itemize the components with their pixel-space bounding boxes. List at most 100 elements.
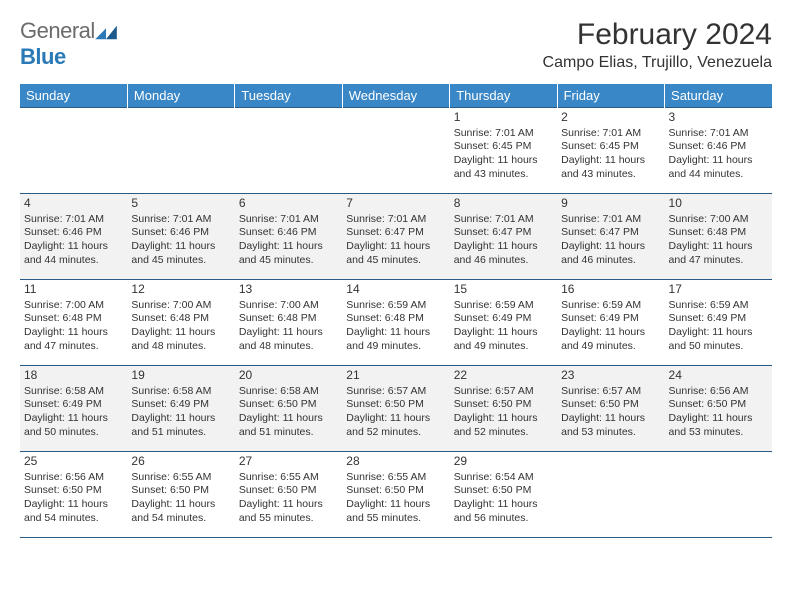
daylight-line: Daylight: 11 hours and 48 minutes. (239, 326, 338, 353)
day-cell: 22Sunrise: 6:57 AMSunset: 6:50 PMDayligh… (450, 366, 557, 452)
daylight-line: Daylight: 11 hours and 43 minutes. (561, 154, 660, 181)
weekday-header: Thursday (450, 84, 557, 108)
daylight-line: Daylight: 11 hours and 50 minutes. (24, 412, 123, 439)
day-number: 8 (454, 196, 553, 213)
day-cell: 13Sunrise: 7:00 AMSunset: 6:48 PMDayligh… (235, 280, 342, 366)
day-cell: 15Sunrise: 6:59 AMSunset: 6:49 PMDayligh… (450, 280, 557, 366)
weekday-header: Saturday (665, 84, 772, 108)
brand-word-2: Blue (20, 44, 66, 69)
week-row: 25Sunrise: 6:56 AMSunset: 6:50 PMDayligh… (20, 452, 772, 538)
daylight-line: Daylight: 11 hours and 49 minutes. (561, 326, 660, 353)
sunrise-line: Sunrise: 6:57 AM (561, 385, 660, 399)
calendar-table: Sunday Monday Tuesday Wednesday Thursday… (20, 84, 772, 538)
sunset-line: Sunset: 6:47 PM (346, 226, 445, 240)
day-cell: 6Sunrise: 7:01 AMSunset: 6:46 PMDaylight… (235, 194, 342, 280)
daylight-line: Daylight: 11 hours and 45 minutes. (346, 240, 445, 267)
weekday-header: Sunday (20, 84, 127, 108)
sunset-line: Sunset: 6:49 PM (561, 312, 660, 326)
sunrise-line: Sunrise: 7:00 AM (239, 299, 338, 313)
day-cell: 17Sunrise: 6:59 AMSunset: 6:49 PMDayligh… (665, 280, 772, 366)
week-row: 4Sunrise: 7:01 AMSunset: 6:46 PMDaylight… (20, 194, 772, 280)
sunrise-line: Sunrise: 7:01 AM (131, 213, 230, 227)
sunrise-line: Sunrise: 6:57 AM (346, 385, 445, 399)
sunset-line: Sunset: 6:50 PM (24, 484, 123, 498)
day-number: 10 (669, 196, 768, 213)
brand-word-1: General (20, 18, 95, 43)
daylight-line: Daylight: 11 hours and 43 minutes. (454, 154, 553, 181)
sunset-line: Sunset: 6:48 PM (24, 312, 123, 326)
daylight-line: Daylight: 11 hours and 46 minutes. (561, 240, 660, 267)
page-header: General Blue February 2024 Campo Elias, … (20, 18, 772, 72)
day-cell (557, 452, 664, 538)
sunrise-line: Sunrise: 6:59 AM (346, 299, 445, 313)
daylight-line: Daylight: 11 hours and 52 minutes. (454, 412, 553, 439)
sunset-line: Sunset: 6:49 PM (24, 398, 123, 412)
sunset-line: Sunset: 6:50 PM (346, 398, 445, 412)
sunrise-line: Sunrise: 7:01 AM (561, 127, 660, 141)
sunrise-line: Sunrise: 6:58 AM (24, 385, 123, 399)
sunset-line: Sunset: 6:46 PM (24, 226, 123, 240)
day-cell: 2Sunrise: 7:01 AMSunset: 6:45 PMDaylight… (557, 108, 664, 194)
day-number: 1 (454, 110, 553, 127)
daylight-line: Daylight: 11 hours and 56 minutes. (454, 498, 553, 525)
daylight-line: Daylight: 11 hours and 44 minutes. (669, 154, 768, 181)
sunrise-line: Sunrise: 7:01 AM (239, 213, 338, 227)
sunset-line: Sunset: 6:50 PM (454, 484, 553, 498)
sunset-line: Sunset: 6:50 PM (131, 484, 230, 498)
day-number: 19 (131, 368, 230, 385)
day-number: 25 (24, 454, 123, 471)
weekday-header: Wednesday (342, 84, 449, 108)
daylight-line: Daylight: 11 hours and 55 minutes. (239, 498, 338, 525)
sunset-line: Sunset: 6:48 PM (239, 312, 338, 326)
sunrise-line: Sunrise: 6:55 AM (346, 471, 445, 485)
day-number: 23 (561, 368, 660, 385)
day-number: 6 (239, 196, 338, 213)
month-title: February 2024 (543, 18, 772, 52)
sunset-line: Sunset: 6:50 PM (454, 398, 553, 412)
daylight-line: Daylight: 11 hours and 44 minutes. (24, 240, 123, 267)
day-cell: 27Sunrise: 6:55 AMSunset: 6:50 PMDayligh… (235, 452, 342, 538)
day-cell (665, 452, 772, 538)
sunrise-line: Sunrise: 7:01 AM (24, 213, 123, 227)
day-cell: 20Sunrise: 6:58 AMSunset: 6:50 PMDayligh… (235, 366, 342, 452)
day-number: 4 (24, 196, 123, 213)
day-number: 5 (131, 196, 230, 213)
day-cell: 1Sunrise: 7:01 AMSunset: 6:45 PMDaylight… (450, 108, 557, 194)
sunrise-line: Sunrise: 7:01 AM (561, 213, 660, 227)
sunset-line: Sunset: 6:46 PM (669, 140, 768, 154)
sunrise-line: Sunrise: 7:00 AM (24, 299, 123, 313)
day-cell: 18Sunrise: 6:58 AMSunset: 6:49 PMDayligh… (20, 366, 127, 452)
sunrise-line: Sunrise: 7:01 AM (669, 127, 768, 141)
day-cell: 16Sunrise: 6:59 AMSunset: 6:49 PMDayligh… (557, 280, 664, 366)
day-number: 17 (669, 282, 768, 299)
day-cell: 12Sunrise: 7:00 AMSunset: 6:48 PMDayligh… (127, 280, 234, 366)
day-cell: 24Sunrise: 6:56 AMSunset: 6:50 PMDayligh… (665, 366, 772, 452)
day-number: 16 (561, 282, 660, 299)
day-cell (235, 108, 342, 194)
daylight-line: Daylight: 11 hours and 49 minutes. (454, 326, 553, 353)
daylight-line: Daylight: 11 hours and 50 minutes. (669, 326, 768, 353)
day-number: 11 (24, 282, 123, 299)
day-number: 2 (561, 110, 660, 127)
sunrise-line: Sunrise: 7:00 AM (131, 299, 230, 313)
day-number: 28 (346, 454, 445, 471)
sunset-line: Sunset: 6:47 PM (454, 226, 553, 240)
day-number: 24 (669, 368, 768, 385)
sunset-line: Sunset: 6:50 PM (669, 398, 768, 412)
day-number: 20 (239, 368, 338, 385)
day-cell: 7Sunrise: 7:01 AMSunset: 6:47 PMDaylight… (342, 194, 449, 280)
day-cell: 29Sunrise: 6:54 AMSunset: 6:50 PMDayligh… (450, 452, 557, 538)
sunset-line: Sunset: 6:48 PM (669, 226, 768, 240)
sunrise-line: Sunrise: 6:59 AM (454, 299, 553, 313)
sunset-line: Sunset: 6:47 PM (561, 226, 660, 240)
sunrise-line: Sunrise: 7:01 AM (454, 127, 553, 141)
daylight-line: Daylight: 11 hours and 49 minutes. (346, 326, 445, 353)
sunrise-line: Sunrise: 6:56 AM (24, 471, 123, 485)
sunset-line: Sunset: 6:50 PM (346, 484, 445, 498)
brand-mark-icon (95, 23, 117, 41)
daylight-line: Daylight: 11 hours and 54 minutes. (24, 498, 123, 525)
sunset-line: Sunset: 6:49 PM (454, 312, 553, 326)
day-cell (342, 108, 449, 194)
day-cell: 11Sunrise: 7:00 AMSunset: 6:48 PMDayligh… (20, 280, 127, 366)
sunrise-line: Sunrise: 6:59 AM (561, 299, 660, 313)
